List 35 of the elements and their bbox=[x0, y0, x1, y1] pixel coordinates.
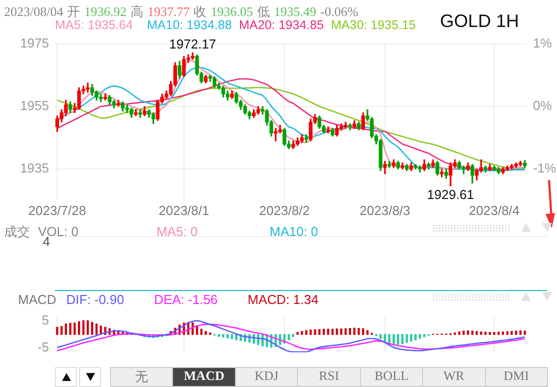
x-tick-label: 2023/8/4 bbox=[468, 202, 520, 218]
annotation: 1972.17 bbox=[169, 36, 216, 52]
series-label: DIF: -0.90 bbox=[66, 292, 124, 307]
text: MA10: 0 bbox=[270, 224, 318, 239]
text: 成交 bbox=[4, 224, 30, 239]
y-tick-label: 1935 bbox=[20, 160, 49, 176]
text: MACD bbox=[172, 367, 236, 387]
y-tick-label: 1955 bbox=[20, 98, 49, 114]
x-tick-label: 2023/7/28 bbox=[28, 202, 86, 218]
y-tick-label: -5 bbox=[37, 339, 49, 354]
series-label: MACD: 1.34 bbox=[248, 292, 318, 307]
text: BOLL bbox=[360, 367, 424, 387]
text: 无 bbox=[110, 367, 174, 387]
chart-title: GOLD 1H bbox=[440, 11, 520, 32]
text: MA10: 1934.88 bbox=[147, 18, 233, 32]
annotation: 1929.61 bbox=[427, 187, 474, 202]
series-label: DEA: -1.56 bbox=[154, 292, 218, 307]
x-tick-label: 2023/8/1 bbox=[158, 202, 210, 218]
text: WR bbox=[422, 367, 486, 387]
text: RSI bbox=[297, 367, 361, 387]
y2-tick-label: -1% bbox=[533, 160, 557, 176]
y2-tick-label: 1% bbox=[533, 35, 552, 50]
x-tick-label: 2023/8/2 bbox=[259, 202, 310, 218]
text: DMI bbox=[484, 367, 548, 387]
text: MA20: 1934.85 bbox=[239, 18, 325, 32]
text: MA5: 1935.64 bbox=[55, 18, 134, 32]
text: MA30: 1935.15 bbox=[331, 18, 417, 32]
y-tick-label: 5 bbox=[42, 312, 49, 328]
text: 2023/08/04 开 1936.92 高 1937.77 收 1936.05 低 1935.49 -0.06% bbox=[4, 4, 358, 19]
y-tick-label: 1975 bbox=[20, 35, 49, 50]
y2-tick-label: 0% bbox=[533, 98, 552, 114]
text: MA5: 0 bbox=[156, 224, 198, 239]
x-tick-label: 2023/8/3 bbox=[360, 202, 410, 218]
chart-title: MACD bbox=[18, 292, 56, 307]
text: KDJ bbox=[234, 367, 298, 387]
